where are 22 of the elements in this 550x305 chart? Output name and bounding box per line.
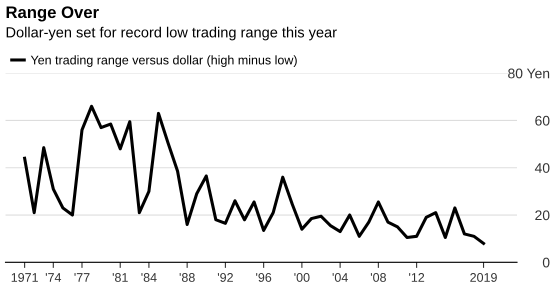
x-tick-label: '77 <box>74 273 90 282</box>
x-tick-label: '74 <box>46 273 62 282</box>
x-tick-label: '00 <box>294 273 310 282</box>
y-tick-label: 0 <box>542 258 550 268</box>
x-tick-label: '04 <box>332 273 348 282</box>
x-tick-label: '96 <box>256 273 272 282</box>
x-tick-label: '84 <box>141 273 157 282</box>
x-tick-label: 1971 <box>12 273 38 282</box>
x-tick-label: '81 <box>112 273 128 282</box>
x-tick-label: '88 <box>180 273 195 282</box>
y-tick-label: 60 <box>535 116 550 126</box>
y-tick-label: 20 <box>535 210 550 220</box>
chart-subtitle: Dollar-yen set for record low trading range this year <box>6 26 337 40</box>
x-tick-label: 2019 <box>470 273 497 282</box>
y-tick-label: 40 <box>534 163 550 173</box>
y-tick-label: 80 Yen <box>508 68 550 78</box>
line-series <box>23 104 486 245</box>
x-tick-label: '08 <box>370 273 386 282</box>
x-tick-label: '12 <box>409 273 424 282</box>
chart-title: Range Over <box>6 6 99 22</box>
x-tick-label: '92 <box>218 273 233 282</box>
legend-label: Yen trading range versus dollar (high minus low) <box>30 55 297 67</box>
